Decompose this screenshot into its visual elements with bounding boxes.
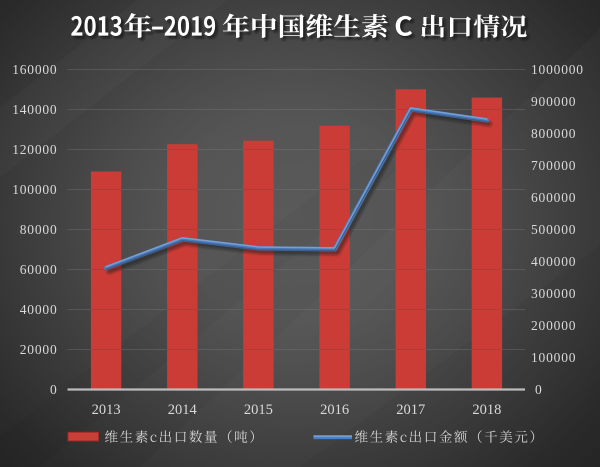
svg-text:500000: 500000 [531,222,576,237]
svg-text:140000: 140000 [12,102,57,117]
svg-text:0: 0 [50,382,58,397]
svg-text:40000: 40000 [20,302,58,317]
svg-text:200000: 200000 [531,318,576,333]
svg-text:2013: 2013 [92,402,121,418]
svg-text:800000: 800000 [531,126,576,141]
svg-text:300000: 300000 [531,286,576,301]
svg-text:900000: 900000 [531,94,576,109]
svg-text:120000: 120000 [12,142,57,157]
svg-text:700000: 700000 [531,158,576,173]
svg-text:100000: 100000 [12,182,57,197]
svg-text:2018: 2018 [472,402,501,418]
svg-text:2014: 2014 [168,402,198,418]
svg-text:20000: 20000 [20,342,58,357]
svg-text:160000: 160000 [12,62,57,77]
svg-text:400000: 400000 [531,254,576,269]
svg-text:60000: 60000 [20,262,58,277]
svg-text:2015: 2015 [244,402,273,418]
svg-text:600000: 600000 [531,190,576,205]
svg-text:2016: 2016 [320,402,349,418]
svg-text:100000: 100000 [531,350,576,365]
svg-text:80000: 80000 [20,222,58,237]
svg-text:1000000: 1000000 [531,62,584,77]
svg-text:0: 0 [535,382,543,397]
svg-text:2017: 2017 [396,402,425,418]
